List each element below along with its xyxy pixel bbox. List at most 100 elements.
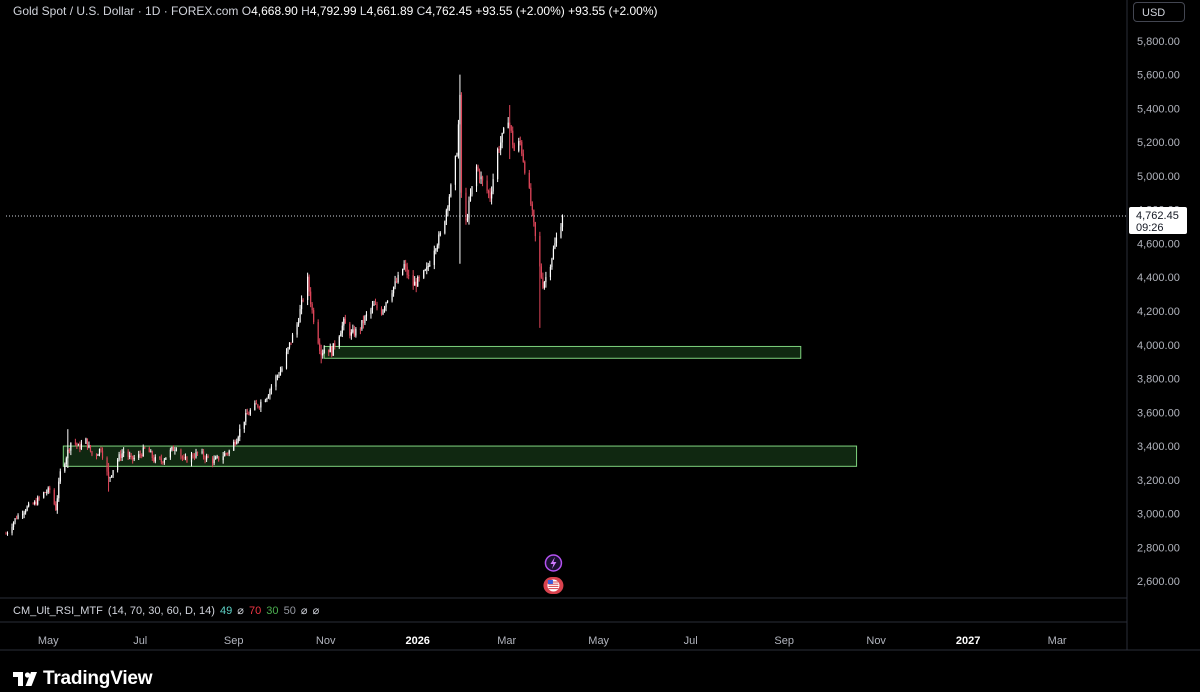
x-tick-label: May (38, 635, 59, 647)
candle-body (460, 94, 463, 193)
candle-body (138, 454, 140, 458)
candle-body (258, 406, 260, 408)
candle-body (481, 176, 484, 181)
candle-body (234, 441, 236, 445)
candle-body (180, 449, 182, 457)
candle-body (320, 350, 322, 356)
candle-body (148, 448, 150, 453)
candle-body (47, 487, 49, 493)
candle-body (299, 309, 301, 323)
candle-body (361, 320, 363, 330)
candle-body (174, 450, 176, 452)
candle-body (415, 281, 417, 287)
candle-body (291, 334, 294, 343)
candle-body (350, 332, 352, 336)
candle-body (11, 526, 13, 534)
candle-body (459, 94, 461, 125)
candle-body (257, 404, 259, 407)
candle-body (132, 455, 134, 460)
candle-body (248, 414, 250, 416)
candle-body (423, 270, 425, 278)
candle-body (328, 349, 330, 353)
candle-body (426, 267, 428, 270)
candle-body (475, 166, 478, 187)
indicator-legend[interactable]: CM_Ult_RSI_MTF (14, 70, 30, 60, D, 14) 4… (13, 604, 321, 617)
candle-body (34, 501, 36, 504)
candle-body (332, 343, 334, 356)
candle-body (121, 453, 123, 459)
candle-body (116, 459, 119, 471)
candle-body (491, 191, 493, 199)
candle-body (383, 307, 386, 311)
us-flag-canton (547, 580, 553, 584)
candle-body (109, 477, 111, 479)
symbol-title[interactable]: Gold Spot / U.S. Dollar · 1D · FOREX.com (13, 4, 239, 18)
candle-body (391, 293, 393, 301)
candle-body (397, 274, 399, 283)
candle-body (501, 132, 503, 143)
indicator-value-mid: 50 (283, 605, 296, 617)
candle-body (480, 176, 482, 180)
candle-body (142, 447, 144, 457)
candle-body (165, 457, 167, 460)
y-tick-label: 5,800.00 (1137, 36, 1180, 48)
candle-body (521, 141, 523, 154)
y-tick-label: 3,400.00 (1137, 441, 1180, 453)
candle-body (497, 149, 499, 180)
indicator-name[interactable]: CM_Ult_RSI_MTF (13, 605, 103, 617)
x-tick-label: Nov (866, 635, 886, 647)
demand-zone[interactable] (62, 445, 858, 467)
brand[interactable]: TradingView (13, 666, 153, 692)
candle-body (98, 448, 101, 455)
tradingview-logo-icon (13, 672, 37, 686)
candle-body (32, 503, 34, 505)
candle-body (486, 180, 488, 191)
y-tick-label: 4,200.00 (1137, 306, 1180, 318)
candles[interactable] (5, 74, 564, 536)
candle-body (44, 492, 46, 494)
currency-button[interactable]: USD (1133, 2, 1185, 22)
candle-body (533, 210, 535, 223)
candle-body (225, 453, 227, 455)
candle-body (56, 498, 58, 511)
candle-body (445, 210, 447, 222)
candle-body (123, 451, 125, 454)
candle-body (313, 310, 315, 323)
candle-body (14, 518, 16, 523)
candle-body (439, 233, 441, 235)
candle-body (310, 291, 312, 305)
last-price-badge (1129, 207, 1187, 235)
candle-body (338, 336, 340, 347)
candle-body (266, 398, 268, 401)
candle-body (224, 453, 226, 457)
candle-body (392, 286, 395, 294)
candle-body (487, 190, 490, 193)
change-value: +93.55 (+2.00%) (475, 4, 565, 18)
candle-body (141, 454, 143, 457)
candle-body (205, 456, 208, 460)
candle-body (438, 234, 440, 246)
candle-body (127, 451, 129, 457)
candle-body (471, 186, 473, 195)
candle-body (58, 481, 60, 499)
candle-body (433, 250, 435, 266)
candle-body (38, 497, 40, 499)
indicator-value-rsi: 49 (219, 605, 233, 617)
indicator-value-overbought: 70 (248, 605, 262, 617)
candle-body (79, 444, 81, 450)
y-tick-label: 5,400.00 (1137, 103, 1180, 115)
close-label: C (416, 4, 426, 18)
candle-body (561, 216, 564, 227)
candle-body (394, 281, 396, 287)
candle-body (163, 459, 165, 463)
candle-body (183, 458, 185, 460)
candle-body (406, 266, 408, 275)
candle-body (55, 504, 57, 511)
candle-body (365, 314, 368, 317)
indicator-value-oversold: 30 (266, 605, 279, 617)
demand-zone[interactable] (323, 345, 802, 359)
candle-body (212, 457, 214, 464)
candle-body (15, 518, 18, 520)
candle-body (468, 200, 470, 219)
